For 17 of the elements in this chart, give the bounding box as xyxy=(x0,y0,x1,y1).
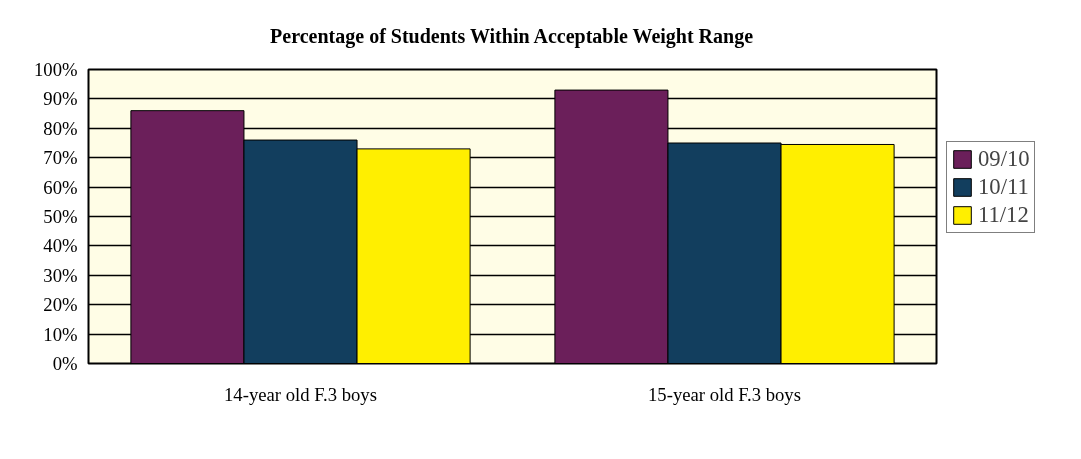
legend-label: 09/10 xyxy=(978,145,1030,172)
y-tick-label: 30% xyxy=(43,264,78,286)
y-tick-label: 80% xyxy=(43,117,78,139)
legend-label: 10/11 xyxy=(978,173,1029,200)
chart-title: Percentage of Students Within Acceptable Weight Range xyxy=(270,25,754,48)
x-tick-label: 14-year old F.3 boys xyxy=(224,383,377,405)
y-tick-label: 40% xyxy=(43,235,78,257)
y-tick-label: 100% xyxy=(33,59,78,80)
legend-label: 11/12 xyxy=(978,201,1029,228)
y-tick-label: 60% xyxy=(43,176,78,198)
y-tick-label: 0% xyxy=(52,353,78,374)
y-tick-label: 10% xyxy=(43,323,78,345)
y-tick-label: 20% xyxy=(43,294,78,316)
y-tick-label: 70% xyxy=(43,147,78,169)
x-tick-label: 15-year old F.3 boys xyxy=(648,383,801,405)
y-tick-label: 90% xyxy=(43,88,78,110)
y-tick-label: 50% xyxy=(43,206,78,227)
